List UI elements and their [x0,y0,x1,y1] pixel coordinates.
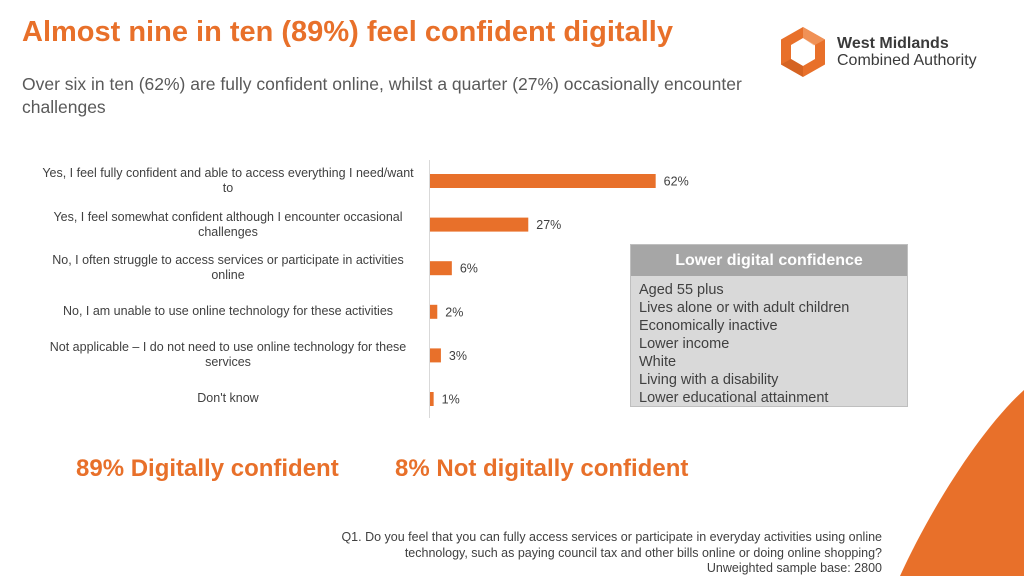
bar-4 [430,304,438,319]
logo-text: West Midlands Combined Authority [837,35,977,69]
page-subtitle: Over six in ten (62%) are fully confiden… [22,74,742,117]
panel-item: Lower educational attainment [639,390,829,406]
panel-item: White [639,354,677,370]
category-label-4: No, I am unable to use online technology… [62,303,394,318]
page-title: Almost nine in ten (89%) feel confident … [22,16,673,48]
hexagon-ring-logo-icon [781,27,825,77]
panel-item: Aged 55 plus [639,282,724,298]
not-digitally-confident-summary: 8% Not digitally confident [395,455,689,482]
bar-value-label-2: 27% [536,218,561,232]
bar-1 [430,174,656,188]
bar-6 [430,392,434,406]
bar-value-label-5: 3% [449,349,467,363]
panel-item: Economically inactive [639,318,778,334]
wmca-logo: West Midlands Combined Authority [777,26,1007,78]
bar-value-label-3: 6% [460,262,478,276]
footnote: Q1. Do you feel that you can fully acces… [322,530,882,577]
category-label-2: Yes, I feel somewhat confident although … [53,209,403,239]
logo-line-1: West Midlands [837,35,949,52]
panel-list: Aged 55 plus Lives alone or with adult ch… [631,276,907,407]
panel-item: Lower income [639,336,730,352]
footnote-base: Unweighted sample base: 2800 [706,561,882,575]
category-label-5: Not applicable – I do not need to use on… [49,340,407,370]
bar-2 [430,217,529,232]
bar-value-label-6: 1% [442,393,460,407]
digitally-confident-summary: 89% Digitally confident [76,455,339,482]
decorative-corner-shape [900,390,1024,576]
bar-value-label-1: 62% [664,175,689,189]
panel-title: Lower digital confidence [631,245,907,276]
bar-3 [430,261,452,276]
category-label-6: Don't know [197,391,259,405]
bar-value-label-4: 2% [445,305,463,319]
logo-line-2: Combined Authority [837,52,977,69]
panel-item: Lives alone or with adult children [639,300,850,316]
lower-confidence-panel: Lower digital confidence Aged 55 plus Liv… [630,244,908,407]
bar-5 [430,348,441,363]
panel-item: Living with a disability [639,372,779,388]
category-label-3: No, I often struggle to access services … [52,253,404,283]
footnote-question: Q1. Do you feel that you can fully acces… [341,530,882,560]
category-label-1: Yes, I feel fully confident and able to … [42,166,414,195]
